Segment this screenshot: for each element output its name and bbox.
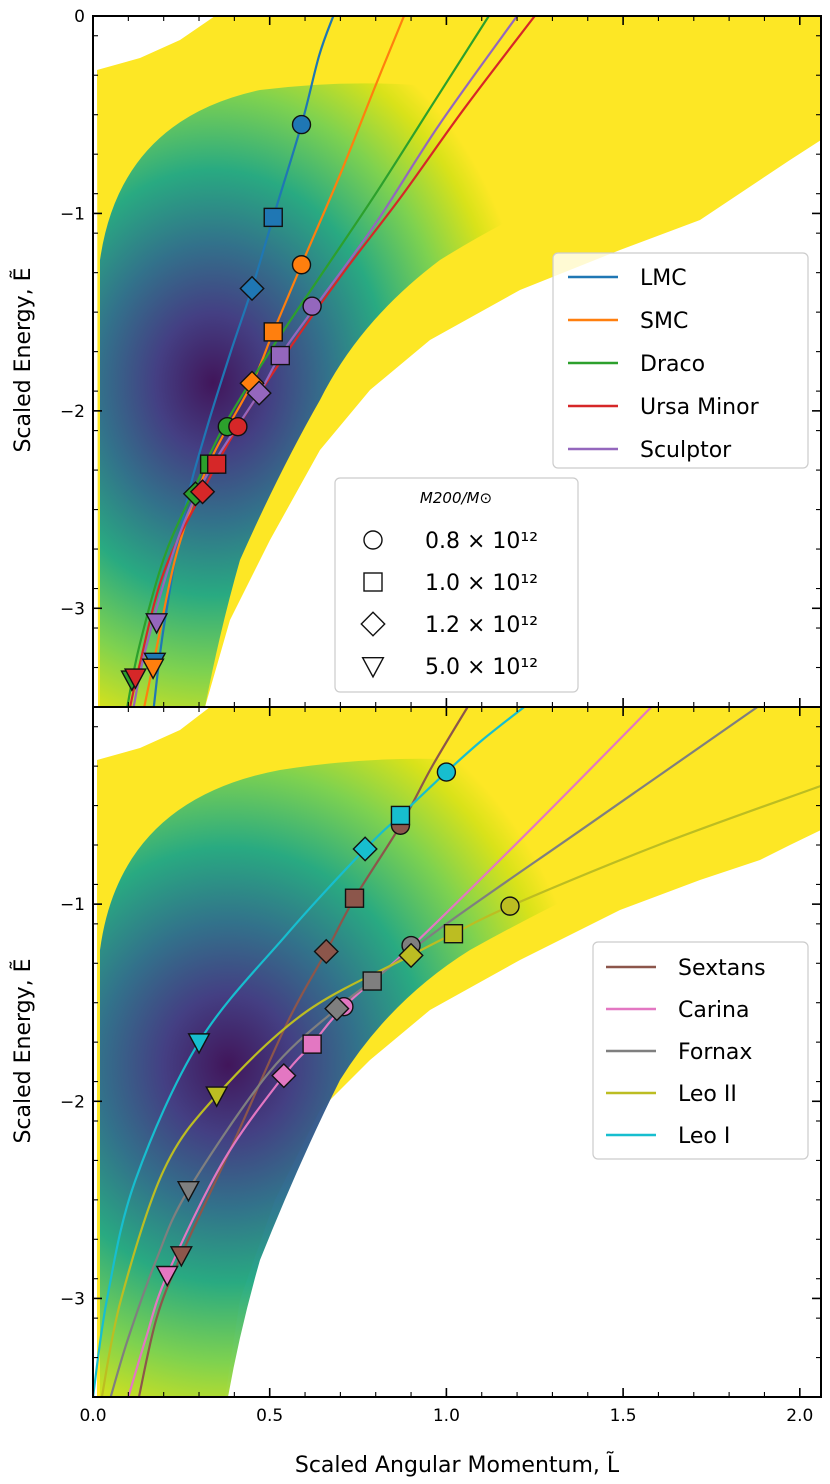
curve-draco bbox=[126, 16, 490, 707]
marker-fornax-triangle-down bbox=[176, 1181, 200, 1203]
marker-sculptor-triangle-down bbox=[145, 613, 169, 635]
x-axis-title: Scaled Angular Momentum, L̃ bbox=[295, 1452, 620, 1478]
legend-label: Leo II bbox=[678, 1082, 737, 1107]
legend-label: LMC bbox=[640, 266, 687, 291]
marker-leo-ii-diamond bbox=[398, 942, 424, 969]
marker-smc-square bbox=[263, 322, 283, 342]
legend-label: Sextans bbox=[678, 956, 766, 981]
marker-sextans-triangle-down bbox=[169, 1246, 193, 1268]
mass-legend-diamond-icon bbox=[360, 611, 386, 637]
mass-legend-title: M200/M⊙ bbox=[420, 489, 492, 507]
legend-label: Fornax bbox=[678, 1040, 752, 1065]
mass-legend-triangle-down-icon bbox=[361, 657, 385, 679]
marker-lmc-circle bbox=[291, 114, 312, 135]
marker-sextans-diamond bbox=[313, 938, 339, 965]
marker-leo-ii-square bbox=[443, 924, 464, 944]
marker-sextans-square bbox=[344, 888, 365, 908]
y-tick-label: −3 bbox=[60, 1289, 85, 1309]
marker-smc-circle bbox=[291, 255, 312, 275]
marker-fornax-diamond bbox=[324, 995, 350, 1022]
marker-sculptor-circle bbox=[302, 296, 322, 316]
marker-fornax-square bbox=[362, 971, 382, 991]
marker-leo-i-square bbox=[390, 805, 411, 826]
marker-leo-ii-circle bbox=[500, 896, 520, 916]
bottom-plot-frame bbox=[92, 706, 822, 1398]
legend-label: Leo I bbox=[678, 1124, 730, 1149]
density-core-top bbox=[100, 83, 614, 707]
marker-leo-ii-triangle-down bbox=[205, 1086, 229, 1108]
x-tick-label: 1.5 bbox=[610, 1406, 637, 1426]
mass-legend-label: 1.2 × 10¹² bbox=[425, 613, 538, 638]
density-core-bottom bbox=[100, 758, 683, 1397]
legend-label: SMC bbox=[640, 309, 688, 334]
mass-legend-circle-icon bbox=[363, 530, 383, 550]
marker-ursa-minor-circle bbox=[228, 416, 248, 437]
curve-smc bbox=[143, 16, 406, 707]
marker-smc-triangle-down bbox=[141, 658, 165, 680]
marker-carina-diamond bbox=[271, 1062, 297, 1089]
marker-sculptor-square bbox=[270, 345, 291, 366]
bottom-y-axis-title: Scaled Energy, Ẽ bbox=[9, 958, 36, 1143]
top-series-legend: LMC SMC Draco Ursa Minor Sculptor bbox=[552, 252, 809, 469]
marker-lmc-square bbox=[263, 207, 283, 228]
y-tick-label: 0 bbox=[74, 7, 85, 27]
marker-carina-square bbox=[302, 1034, 322, 1054]
y-tick-label: −1 bbox=[60, 204, 85, 224]
legend-label: Ursa Minor bbox=[640, 395, 760, 420]
y-tick-label: −1 bbox=[60, 895, 85, 915]
legend-label: Draco bbox=[640, 352, 705, 377]
mass-legend: M200/M⊙ 0.8 × 10¹² 1.0 × 10¹² 1.2 × 10¹² 5.… bbox=[334, 477, 579, 693]
y-tick-label: −3 bbox=[60, 599, 85, 619]
bottom-series-legend: Sextans Carina Fornax Leo II Leo I bbox=[592, 941, 809, 1160]
marker-ursa-minor-diamond bbox=[189, 479, 216, 505]
mass-legend-square-icon bbox=[363, 572, 383, 592]
curve-leo-ii bbox=[100, 784, 821, 1397]
marker-lmc-diamond bbox=[239, 275, 265, 302]
y-tick-label: −2 bbox=[60, 402, 85, 422]
legend-label: Carina bbox=[678, 998, 749, 1023]
x-tick-label: 2.0 bbox=[786, 1406, 813, 1426]
mass-legend-label: 0.8 × 10¹² bbox=[425, 529, 538, 554]
bottom-panel: −1−2−3 0.0 0.5 1.0 1.5 2.0 Scaled Energy, Ẽ … bbox=[9, 706, 822, 1478]
x-tick-label: 0.0 bbox=[79, 1406, 106, 1426]
marker-ursa-minor-triangle-down bbox=[123, 668, 147, 690]
marker-ursa-minor-square bbox=[206, 454, 227, 474]
marker-sculptor-diamond bbox=[246, 380, 272, 406]
curve-ursa-minor bbox=[129, 16, 536, 707]
x-tick-label: 1.0 bbox=[433, 1406, 460, 1426]
y-tick-label: −2 bbox=[60, 1092, 85, 1112]
mass-legend-label: 5.0 × 10¹² bbox=[425, 655, 538, 680]
marker-carina-triangle-down bbox=[155, 1265, 179, 1288]
marker-leo-i-triangle-down bbox=[187, 1033, 211, 1055]
top-panel: 0 −1 −2 −3 Scaled Energy, Ẽ LMC SMC Draco Ursa… bbox=[9, 7, 822, 708]
marker-leo-i-diamond bbox=[352, 836, 378, 862]
marker-leo-i-circle bbox=[436, 762, 457, 782]
legend-label: Sculptor bbox=[640, 438, 732, 463]
top-y-axis-title: Scaled Energy, Ẽ bbox=[9, 267, 36, 452]
x-tick-label: 0.5 bbox=[256, 1406, 283, 1426]
mass-legend-label: 1.0 × 10¹² bbox=[425, 571, 538, 596]
